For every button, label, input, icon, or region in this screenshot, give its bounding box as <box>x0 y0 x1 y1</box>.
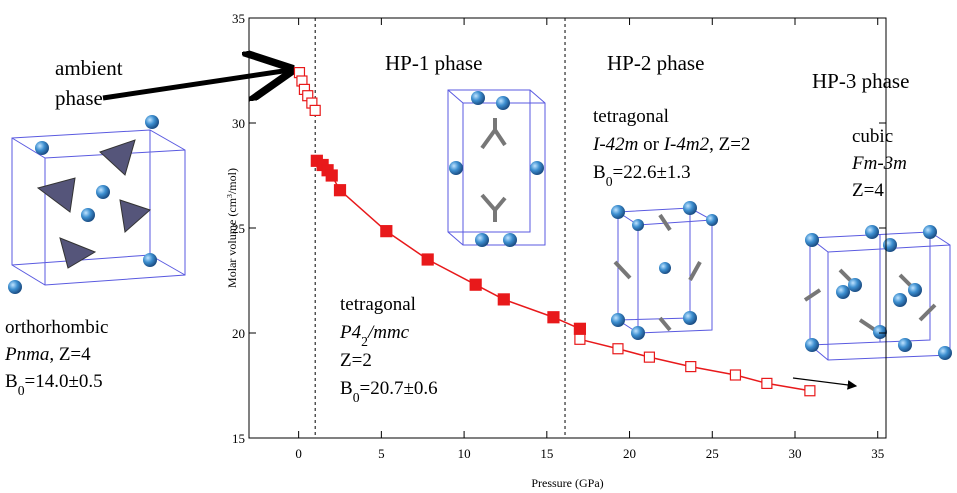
text-run: B <box>340 378 353 399</box>
annotation: tetragonal <box>593 106 669 127</box>
data-point <box>574 333 586 345</box>
phase-label: ambient <box>55 56 123 80</box>
text-run: 3 <box>225 194 234 198</box>
ambient-arrow <box>102 70 290 98</box>
structure-hp2 <box>611 201 718 340</box>
text-run: B <box>593 162 606 183</box>
text-run: , Z=2 <box>709 134 750 155</box>
text-run: 2 <box>361 334 368 349</box>
text-run: B <box>5 371 18 392</box>
data-point <box>729 369 742 381</box>
text-run: =14.0±0.5 <box>25 371 103 392</box>
structure-orthorhombic <box>8 115 186 294</box>
x-tick-label: 15 <box>540 446 553 461</box>
x-tick-label: 5 <box>378 446 385 461</box>
text-run: 0 <box>18 383 25 398</box>
plot-frame <box>248 17 887 439</box>
data-point <box>497 293 510 306</box>
y-tick-label: 25 <box>232 221 245 236</box>
text-run: cubic <box>852 126 893 147</box>
text-run: , Z=4 <box>49 344 91 365</box>
phase-label: HP-3 phase <box>812 69 909 93</box>
data-point <box>612 343 624 355</box>
annotation: Z=4 <box>852 180 884 201</box>
x-tick-label: 0 <box>295 446 302 461</box>
text-run: tetragonal <box>340 294 416 315</box>
text-run: Z=2 <box>340 350 372 371</box>
annotation: P42/mmc <box>339 322 410 349</box>
annotation: Pnma, Z=4 <box>4 344 91 365</box>
data-point <box>421 253 434 266</box>
text-run: orthorhombic <box>5 317 108 338</box>
text-run: =22.6±1.3 <box>613 162 691 183</box>
data-point <box>643 351 656 363</box>
annotation: tetragonal <box>340 294 416 315</box>
text-run: P4 <box>339 322 362 343</box>
text-run: tetragonal <box>593 106 669 127</box>
structure-hp1 <box>447 89 546 247</box>
data-point <box>333 184 347 197</box>
text-run: /mmc <box>367 322 410 343</box>
text-run: 0 <box>353 390 360 405</box>
y-tick-label: 35 <box>232 11 245 26</box>
annotation: B0=14.0±0.5 <box>5 371 103 398</box>
x-tick-label: 35 <box>871 446 884 461</box>
x-tick-label: 25 <box>706 446 719 461</box>
data-point <box>547 311 560 324</box>
trend-arrow <box>792 377 858 390</box>
annotation: I-42m or I-4m2, Z=2 <box>592 134 750 155</box>
annotation: cubic <box>852 126 893 147</box>
data-point <box>469 278 482 291</box>
x-tick-label: 10 <box>458 446 471 461</box>
text-run: Pnma <box>4 344 49 365</box>
structure-hp3 <box>803 225 952 361</box>
text-run: /mol) <box>225 168 239 194</box>
data-point <box>380 225 393 238</box>
annotation: Z=2 <box>340 350 372 371</box>
phase-label: phase <box>55 86 103 110</box>
text-run: or <box>638 134 663 155</box>
data-point <box>685 361 697 373</box>
text-run: Molar volume (cm <box>225 197 239 288</box>
annotation: orthorhombic <box>5 317 108 338</box>
annotation: B0=22.6±1.3 <box>593 162 691 189</box>
annotation: Fm-3m <box>851 153 907 174</box>
text-run: Fm-3m <box>851 153 907 174</box>
y-tick-label: 15 <box>232 431 245 446</box>
data-point <box>325 169 338 182</box>
text-run: Z=4 <box>852 180 884 201</box>
y-axis-label: Molar volume (cm3/mol) <box>225 168 240 288</box>
text-run: I-42m <box>592 134 638 155</box>
text-run: 0 <box>606 174 613 189</box>
data-point <box>761 377 773 389</box>
annotation: B0=20.7±0.6 <box>340 378 438 405</box>
data-point <box>309 104 321 117</box>
data-point <box>804 385 816 397</box>
x-axis-label: Pressure (GPa) <box>531 476 603 490</box>
data-point <box>573 322 587 335</box>
y-tick-label: 30 <box>232 116 245 131</box>
x-tick-label: 30 <box>789 446 802 461</box>
text-run: I-4m2 <box>663 134 710 155</box>
text-run: =20.7±0.6 <box>360 378 438 399</box>
y-tick-label: 20 <box>232 326 245 341</box>
x-tick-label: 20 <box>623 446 636 461</box>
phase-label: HP-2 phase <box>607 51 704 75</box>
phase-label: HP-1 phase <box>385 51 482 75</box>
